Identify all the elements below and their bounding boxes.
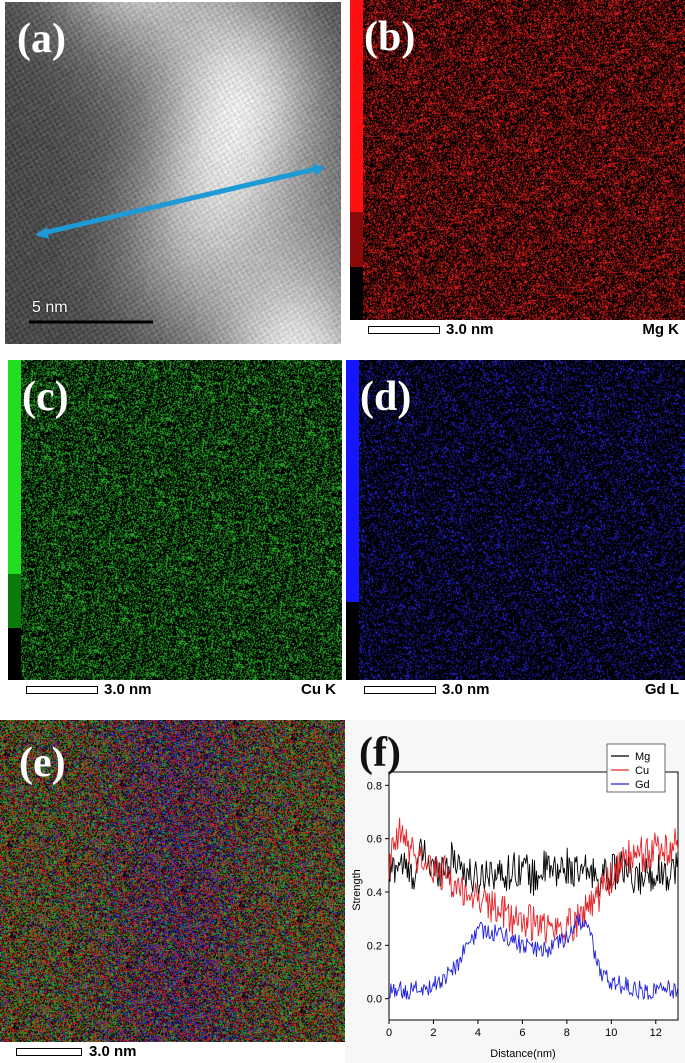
gd-element-map <box>359 360 685 680</box>
scalebar-e <box>16 1048 82 1056</box>
scalebar-text-e: 3.0 nm <box>89 1043 137 1060</box>
scalebar-row-d: 3.0 nm Gd L <box>346 680 685 700</box>
legend-label-mg: Mg <box>635 751 650 763</box>
scalebar-row-e: 3.0 nm <box>0 1042 345 1063</box>
legend-label-gd: Gd <box>635 779 650 791</box>
panel-e-overlay-map: (e) 3.0 nm <box>0 720 345 1063</box>
panel-label-e: (e) <box>19 740 66 786</box>
x-tick-label-2: 4 <box>475 1027 481 1039</box>
y-tick-label-3: 0.6 <box>367 834 382 846</box>
element-label-d: Gd L <box>644 681 679 698</box>
stem-image <box>5 2 341 344</box>
plot-frame <box>388 771 679 1021</box>
y-tick-label-4: 0.8 <box>367 780 382 792</box>
scalebar-text-b: 3.0 nm <box>446 321 494 338</box>
scalebar-d <box>364 686 436 694</box>
scalebar-row-b: 3.0 nm Mg K <box>350 320 685 342</box>
series-line-gd <box>388 913 679 1000</box>
element-label-b: Mg K <box>642 321 679 338</box>
scalebar-text-d: 3.0 nm <box>442 681 490 698</box>
colorbar-b <box>350 0 363 320</box>
legend-label-cu: Cu <box>635 765 649 777</box>
y-tick-label-0: 0.0 <box>367 994 382 1006</box>
x-tick-label-5: 10 <box>605 1027 617 1039</box>
scalebar-text-c: 3.0 nm <box>104 681 152 698</box>
overlay-element-map <box>0 720 345 1042</box>
panel-f-line-profile: 0 2 4 6 8 10 12 0.0 0.2 0.4 0.6 0.8 Mg Cu Gd Distance(… <box>345 720 685 1063</box>
line-profile-chart: 0 2 4 6 8 10 12 0.0 0.2 0.4 0.6 0.8 Mg Cu Gd Distance(… <box>345 720 685 1063</box>
line-scan-arrow <box>29 164 325 324</box>
x-tick-label-1: 2 <box>430 1027 436 1039</box>
mg-element-map <box>363 0 685 320</box>
x-tick-label-3: 6 <box>519 1027 525 1039</box>
colorbar-d <box>346 360 359 680</box>
scalebar-b <box>368 326 440 334</box>
scalebar-text-a: 5 nm <box>32 299 68 316</box>
x-tick-label-0: 0 <box>386 1027 392 1039</box>
panel-label-f: (f) <box>359 730 401 776</box>
scalebar-c <box>26 686 98 694</box>
panel-label-d: (d) <box>360 374 412 420</box>
cu-element-map <box>21 360 342 680</box>
x-tick-label-4: 8 <box>564 1027 570 1039</box>
panel-a-stem-image: (a) 5 nm <box>5 2 341 344</box>
x-axis-label: Distance(nm) <box>490 1048 555 1060</box>
colorbar-c <box>8 360 21 680</box>
panel-label-a: (a) <box>17 16 66 62</box>
scalebar-row-c: 3.0 nm Cu K <box>8 680 342 700</box>
series-line-cu <box>388 817 679 944</box>
panel-label-b: (b) <box>364 14 416 60</box>
element-label-c: Cu K <box>301 681 336 698</box>
panel-label-c: (c) <box>22 374 69 420</box>
x-tick-label-6: 12 <box>650 1027 662 1039</box>
y-tick-label-1: 0.2 <box>367 940 382 952</box>
y-tick-label-2: 0.4 <box>367 887 382 899</box>
panel-c-cu-map: (c) 3.0 nm Cu K <box>8 360 342 700</box>
panel-b-mg-map: (b) 3.0 nm Mg K <box>350 0 685 344</box>
panel-d-gd-map: (d) 3.0 nm Gd L <box>346 360 685 700</box>
y-axis-label: Strength <box>351 869 363 911</box>
